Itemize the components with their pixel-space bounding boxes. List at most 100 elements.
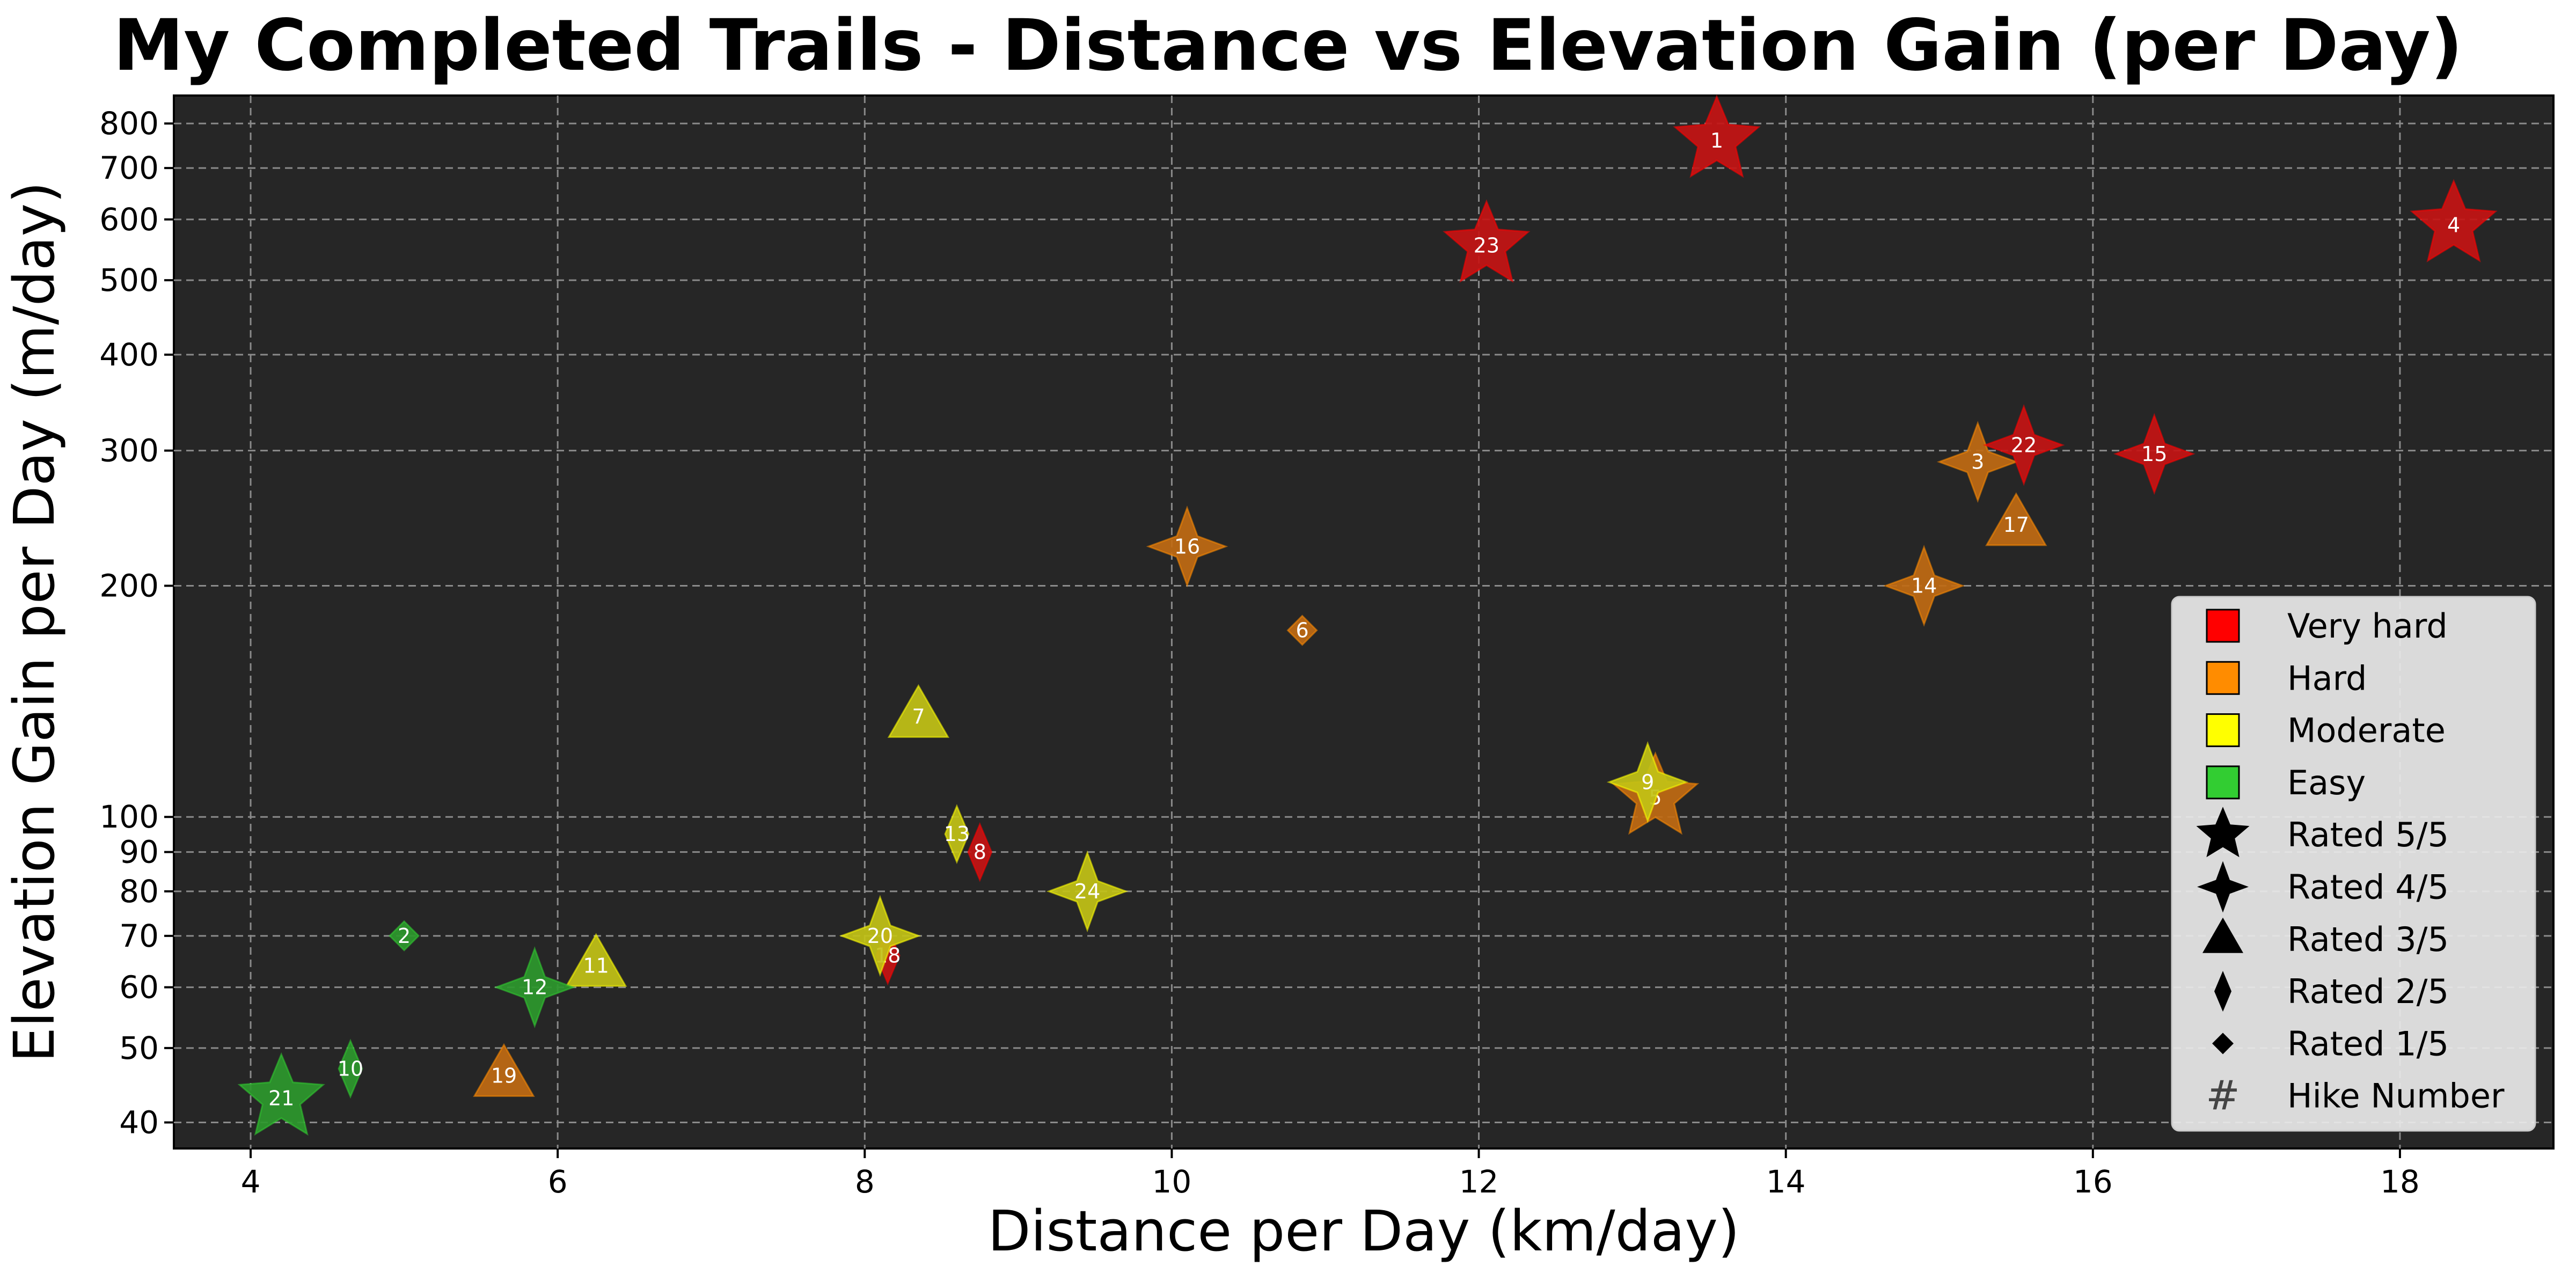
hike-marker [967, 822, 993, 882]
hike-marker [1673, 94, 1761, 178]
hike-point-12: 12 [493, 946, 576, 1028]
hike-number-label: 20 [867, 924, 893, 948]
x-tick-label: 18 [2380, 1163, 2420, 1200]
hike-point-14: 14 [1883, 545, 1965, 627]
chart-title: My Completed Trails - Distance vs Elevat… [113, 4, 2463, 87]
hike-number-label: 6 [1296, 618, 1308, 642]
legend-hash-symbol: # [2206, 1072, 2240, 1119]
x-axis-label: Distance per Day (km/day) [987, 1198, 1739, 1264]
hike-number-label: 10 [338, 1057, 363, 1080]
hike-marker [388, 920, 420, 952]
legend-label: Rated 2/5 [2287, 972, 2449, 1011]
hike-number-label: 7 [912, 705, 925, 729]
hike-number-label: 22 [2011, 433, 2037, 457]
legend-swatch [2206, 765, 2240, 800]
hike-marker [1936, 421, 2019, 503]
hike-point-21: 21 [237, 1052, 325, 1136]
y-tick-label: 60 [119, 969, 159, 1006]
y-tick-label: 700 [99, 150, 159, 186]
legend-item: # Hike Number [2206, 1072, 2505, 1119]
legend-label: Very hard [2287, 606, 2448, 646]
hike-marker [887, 684, 950, 738]
legend-label: Moderate [2287, 711, 2446, 750]
legend-marker [2212, 1033, 2234, 1055]
y-tick-label: 80 [119, 873, 159, 910]
hike-marker [2410, 179, 2498, 262]
x-tick-label: 16 [2073, 1163, 2113, 1200]
hike-number-label: 14 [1911, 574, 1937, 598]
hike-marker [1286, 614, 1318, 646]
hike-marker [2113, 413, 2196, 495]
hike-point-23: 23 [1443, 199, 1531, 283]
hike-point-10: 10 [338, 1038, 363, 1099]
hike-marker [1982, 404, 2065, 486]
hike-number-label: 23 [1474, 233, 1499, 257]
y-tick-label: 100 [99, 799, 159, 835]
y-tick-label: 40 [119, 1104, 159, 1141]
y-tick-label: 70 [119, 918, 159, 954]
hike-number-label: 9 [1641, 770, 1654, 794]
hike-number-label: 3 [1971, 450, 1984, 474]
hike-point-24: 24 [1046, 850, 1129, 933]
hike-marker [1046, 850, 1129, 933]
hike-number-label: 11 [583, 954, 609, 978]
hike-marker [1606, 741, 1689, 823]
hike-number-label: 15 [2141, 442, 2167, 466]
hike-marker [493, 946, 576, 1028]
legend-item: Moderate [2206, 711, 2446, 750]
hike-marker [944, 804, 970, 864]
hike-point-8: 8 [967, 822, 993, 882]
hike-point-17: 17 [1985, 492, 2047, 546]
hike-number-label: 4 [2447, 213, 2460, 237]
hike-marker [1883, 545, 1965, 627]
hike-point-9: 9 [1606, 741, 1689, 823]
legend-label: Hard [2287, 658, 2367, 698]
legend-box [2171, 596, 2536, 1132]
hike-number-label: 12 [522, 976, 547, 999]
legend-label: Rated 3/5 [2287, 920, 2449, 959]
legend-label: Rated 4/5 [2287, 868, 2449, 907]
hike-number-label: 16 [1174, 535, 1200, 558]
legend-marker [2197, 861, 2249, 913]
hike-marker [1146, 505, 1228, 588]
legend-item: Rated 5/5 [2196, 807, 2449, 858]
hike-number-label: 24 [1074, 880, 1100, 903]
y-tick-label: 600 [99, 201, 159, 238]
x-tick-label: 12 [1459, 1163, 1499, 1200]
hike-point-6: 6 [1286, 614, 1318, 646]
legend-marker [2214, 971, 2231, 1012]
hike-point-16: 16 [1146, 505, 1228, 588]
hike-point-2: 2 [388, 920, 420, 952]
hike-number-label: 21 [268, 1087, 294, 1110]
legend-marker [2196, 807, 2250, 858]
y-tick-label: 200 [99, 568, 159, 604]
y-tick-label: 800 [99, 105, 159, 142]
hike-point-19: 19 [473, 1043, 535, 1097]
hike-point-22: 22 [1982, 404, 2065, 486]
hike-number-label: 2 [398, 924, 411, 948]
legend-item: Rated 4/5 [2197, 861, 2449, 913]
legend: Very hard Hard Moderate Easy Rated 5/5 Rated … [2171, 596, 2536, 1132]
legend-swatch [2206, 713, 2240, 748]
x-tick-label: 14 [1766, 1163, 1806, 1200]
y-tick-label: 300 [99, 433, 159, 469]
y-axis-label: Elevation Gain per Day (m/day) [2, 181, 67, 1062]
plot-area [173, 94, 2555, 1150]
x-tick-label: 10 [1152, 1163, 1192, 1200]
hike-marker [338, 1038, 363, 1099]
x-tick-label: 4 [241, 1163, 261, 1200]
legend-item: Hard [2206, 658, 2367, 698]
hike-number-label: 8 [974, 840, 986, 864]
legend-item: Rated 1/5 [2212, 1024, 2449, 1063]
legend-item: Rated 2/5 [2214, 971, 2449, 1012]
hike-point-15: 15 [2113, 413, 2196, 495]
hike-marker [473, 1043, 535, 1097]
y-tick-label: 400 [99, 336, 159, 373]
x-tick-label: 6 [548, 1163, 568, 1200]
legend-marker [2202, 917, 2243, 953]
hike-point-20: 20 [839, 895, 921, 977]
hike-marker [839, 895, 921, 977]
hike-point-3: 3 [1936, 421, 2019, 503]
